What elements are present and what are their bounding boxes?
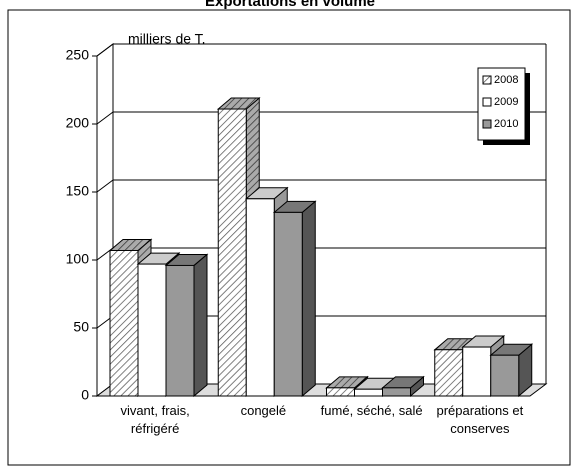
- y-tick-label: 100: [66, 251, 90, 267]
- grid-side: [96, 179, 114, 193]
- y-tick-label: 0: [81, 387, 89, 403]
- bar-side: [193, 253, 208, 398]
- y-tick-label: 50: [73, 319, 89, 335]
- bar: [109, 249, 139, 397]
- x-tick-label: vivant, frais, réfrigéré: [120, 403, 190, 436]
- legend-label: 2010: [494, 118, 518, 130]
- legend-swatch: [482, 119, 492, 129]
- bar: [382, 387, 411, 397]
- x-tick-label: préparations et conserves: [436, 403, 524, 436]
- bar: [165, 264, 195, 397]
- bar: [273, 211, 303, 397]
- y-tick-label: 250: [66, 47, 90, 63]
- bar: [245, 198, 275, 397]
- bar: [490, 354, 520, 397]
- bar: [434, 349, 464, 397]
- x-tick-label: congelé: [240, 403, 287, 418]
- y-axis-title: milliers de T.: [128, 31, 206, 47]
- chart-title: Exportations en volume: [205, 0, 375, 10]
- legend-swatch: [482, 75, 492, 85]
- legend-label: 2009: [494, 96, 518, 108]
- bar: [326, 387, 355, 397]
- bar-side: [301, 200, 316, 398]
- y-tick-label: 150: [66, 183, 90, 199]
- legend-label: 2008: [494, 74, 518, 86]
- bar: [217, 108, 247, 397]
- bar: [462, 346, 492, 397]
- x-tick-label: fumé, séché, salé: [320, 403, 423, 418]
- grid-side: [96, 43, 114, 57]
- bar: [354, 388, 383, 397]
- chart-border: [7, 9, 571, 466]
- y-tick-label: 200: [66, 115, 90, 131]
- bar: [137, 263, 167, 397]
- grid-side: [96, 111, 114, 125]
- label-bg: [118, 30, 248, 50]
- legend-swatch: [482, 97, 492, 107]
